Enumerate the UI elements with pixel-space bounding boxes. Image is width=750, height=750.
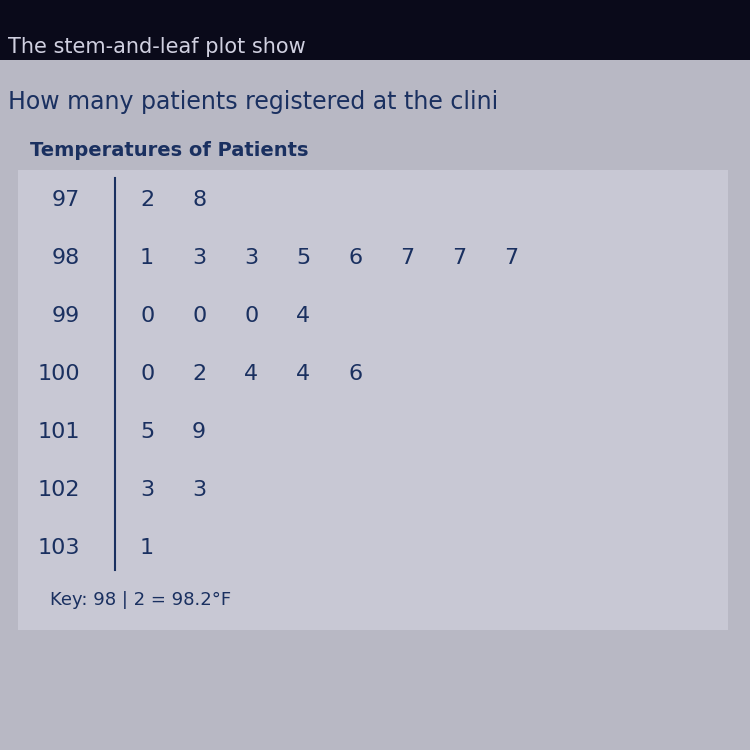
Text: 98: 98 <box>52 248 80 268</box>
Text: Temperatures of Patients: Temperatures of Patients <box>30 140 308 160</box>
Text: Key: 98 | 2 = 98.2°F: Key: 98 | 2 = 98.2°F <box>50 591 231 609</box>
Text: 103: 103 <box>38 538 80 558</box>
Bar <box>18 170 728 630</box>
Text: 6: 6 <box>348 364 362 384</box>
Text: 2: 2 <box>140 190 154 210</box>
Text: 8: 8 <box>192 190 206 210</box>
Text: 7: 7 <box>400 248 414 268</box>
Text: 5: 5 <box>140 422 154 442</box>
Text: 3: 3 <box>244 248 258 268</box>
Text: 5: 5 <box>296 248 310 268</box>
Text: 100: 100 <box>38 364 80 384</box>
Text: 7: 7 <box>504 248 518 268</box>
Text: 9: 9 <box>192 422 206 442</box>
Text: 1: 1 <box>140 248 154 268</box>
Text: 3: 3 <box>192 248 206 268</box>
Text: 4: 4 <box>244 364 258 384</box>
Text: 4: 4 <box>296 364 310 384</box>
Text: 6: 6 <box>348 248 362 268</box>
Text: 0: 0 <box>140 306 154 326</box>
Text: 3: 3 <box>192 480 206 500</box>
Text: 4: 4 <box>296 306 310 326</box>
Text: 1: 1 <box>140 538 154 558</box>
Text: 2: 2 <box>192 364 206 384</box>
Text: 3: 3 <box>140 480 154 500</box>
Text: 102: 102 <box>38 480 80 500</box>
Bar <box>0 0 750 60</box>
Text: The stem-and-leaf plot show: The stem-and-leaf plot show <box>8 37 306 57</box>
Text: 7: 7 <box>452 248 466 268</box>
Text: 99: 99 <box>52 306 80 326</box>
Text: 101: 101 <box>38 422 80 442</box>
Text: How many patients registered at the clini: How many patients registered at the clin… <box>8 90 498 114</box>
Text: 0: 0 <box>192 306 206 326</box>
Text: 97: 97 <box>52 190 80 210</box>
Text: 0: 0 <box>140 364 154 384</box>
Text: 0: 0 <box>244 306 258 326</box>
